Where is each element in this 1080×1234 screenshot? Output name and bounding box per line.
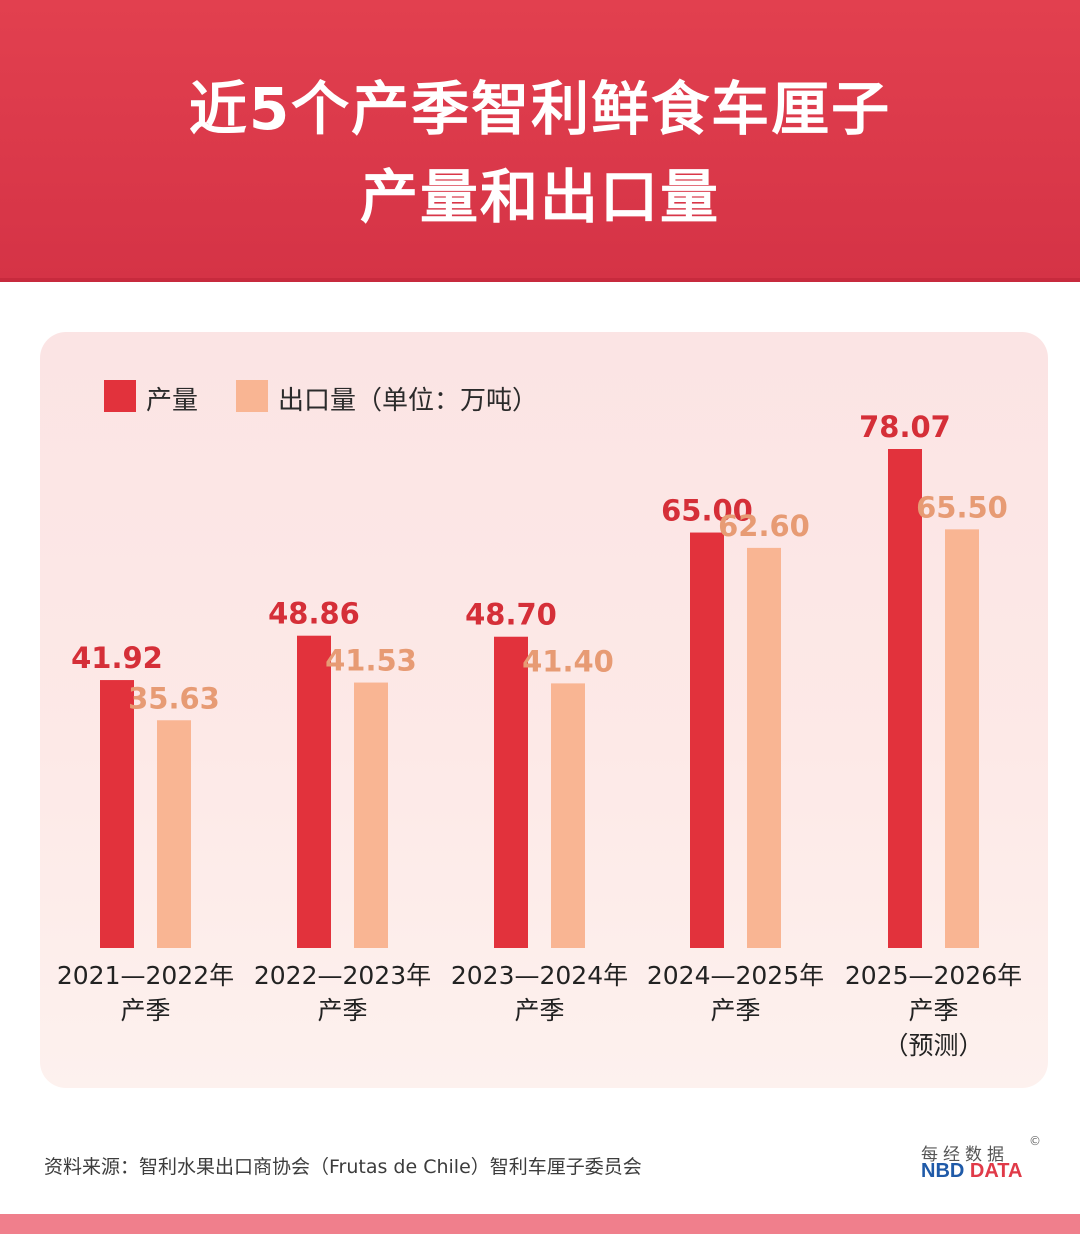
data-label-export-4: 62.60 [718,509,810,543]
legend-label-production: 产量 [146,386,199,416]
chart-title-line-2: 产量和出口量 [359,163,720,231]
chart-panel [40,332,1048,1088]
nbd-data-logo: NBD DATA [921,1160,1022,1183]
data-label-export-1: 35.63 [128,681,220,715]
source-note: 资料来源：智利水果出口商协会（Frutas de Chile）智利车厘子委员会 [44,1156,642,1178]
copyright-mark: © [1029,1134,1041,1148]
bar-export-2 [354,682,388,948]
data-logo-text: DATA [969,1160,1023,1182]
bar-production-2 [297,635,331,948]
x-tick-label-1-line-1: 2021—2022年 [57,961,234,990]
x-tick-label-4-line-1: 2024—2025年 [647,961,824,990]
bar-production-4 [690,532,724,948]
bottom-bar [0,1214,1080,1234]
bar-production-1 [100,680,134,948]
data-label-export-5: 65.50 [916,490,1008,524]
data-label-production-3: 48.70 [465,598,557,632]
x-tick-label-2-line-2: 产季 [317,996,367,1025]
bar-export-4 [747,547,781,948]
legend-swatch-export [236,380,268,412]
bar-export-5 [945,529,979,948]
data-label-export-2: 41.53 [325,644,417,678]
x-tick-label-5-line-1: 2025—2026年 [845,961,1022,990]
bar-production-5 [888,449,922,948]
x-tick-label-2-line-1: 2022—2023年 [254,961,431,990]
data-label-export-3: 41.40 [522,644,614,678]
bar-export-1 [157,720,191,948]
x-tick-label-3-line-2: 产季 [514,996,564,1025]
legend-swatch-production [104,380,136,412]
x-tick-label-3-line-1: 2023—2024年 [451,961,628,990]
legend-label-export: 出口量（单位：万吨） [278,386,539,416]
header-banner: 近5个产季智利鲜食车厘子 产量和出口量 [0,0,1080,282]
data-label-production-1: 41.92 [71,641,163,675]
x-tick-label-5-line-3: （预测） [883,1031,983,1060]
nbd-logo-text: NBD [921,1160,965,1182]
data-label-production-5: 78.07 [859,410,951,444]
x-tick-label-4-line-2: 产季 [710,996,760,1025]
bar-export-3 [551,683,585,948]
nbd-logo-chinese: 每经数据 [921,1145,1009,1165]
bar-production-3 [494,636,528,948]
data-label-production-2: 48.86 [268,597,360,631]
chart-title-line-1: 近5个产季智利鲜食车厘子 [188,75,892,143]
data-label-production-4: 65.00 [661,494,753,528]
x-tick-label-1-line-2: 产季 [120,996,170,1025]
x-tick-label-5-line-2: 产季 [908,996,958,1025]
